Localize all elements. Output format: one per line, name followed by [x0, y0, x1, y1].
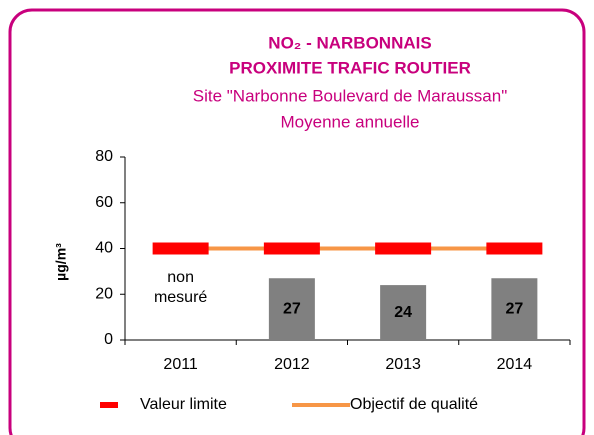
x-tick-label: 2012 — [274, 356, 310, 373]
x-tick-label: 2013 — [385, 356, 421, 373]
data-label: 27 — [505, 300, 523, 317]
legend-label: Valeur limite — [140, 396, 227, 413]
legend-swatch — [100, 402, 118, 408]
bar — [268, 278, 315, 340]
y-tick-label: 20 — [95, 285, 113, 302]
limit-mark — [486, 242, 543, 255]
limit-mark — [263, 242, 320, 255]
y-axis-title: µg/m³ — [53, 243, 69, 281]
limit-mark — [152, 242, 209, 255]
period-label: Moyenne annuelle — [281, 112, 420, 131]
bar — [380, 285, 427, 340]
x-tick-label: 2011 — [163, 356, 198, 373]
data-label: 24 — [394, 304, 412, 321]
y-tick-label: 80 — [95, 148, 113, 165]
site-label: Site "Narbonne Boulevard de Maraussan" — [193, 86, 507, 105]
legend-label: Objectif de qualité — [350, 396, 478, 413]
chart-subtitle: PROXIMITE TRAFIC ROUTIER — [229, 58, 471, 77]
frame — [8, 8, 586, 435]
annotation: non mesuré — [153, 269, 208, 306]
y-tick-label: 60 — [95, 194, 113, 211]
chart-title: NO₂ - NARBONNAIS — [268, 33, 431, 52]
x-tick-label: 2014 — [497, 356, 533, 373]
data-label: 27 — [283, 300, 301, 317]
y-tick-label: 0 — [104, 331, 113, 348]
limit-mark — [375, 242, 432, 255]
y-tick-label: 40 — [95, 240, 113, 257]
bar — [491, 278, 538, 340]
